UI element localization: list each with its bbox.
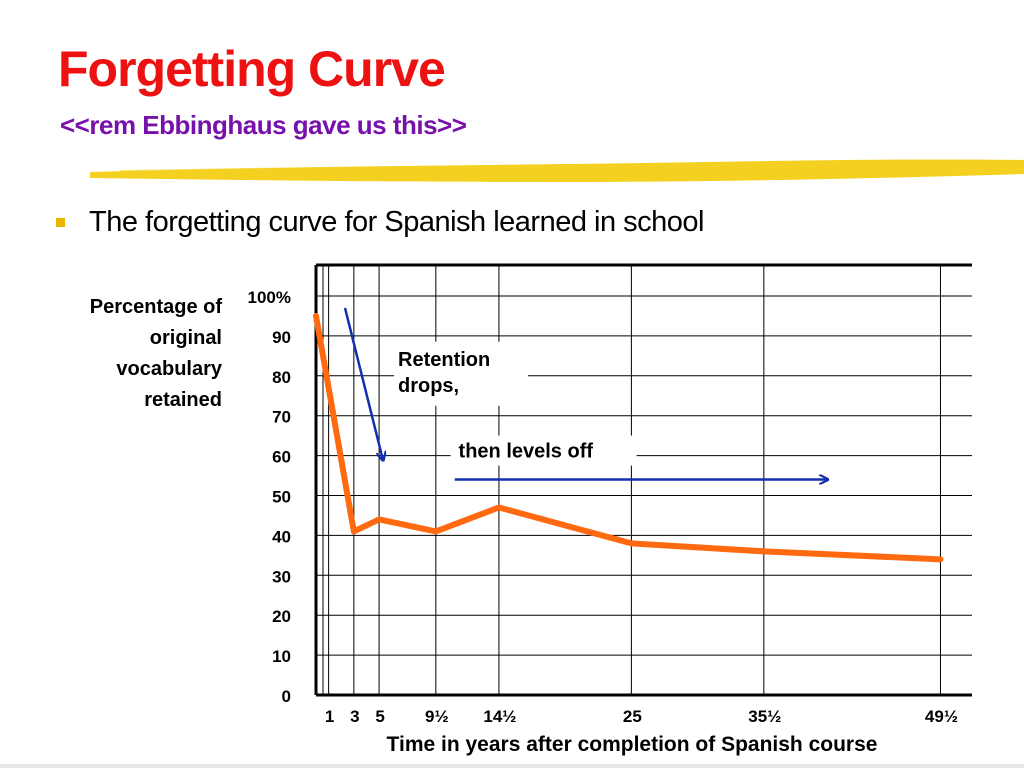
- square-bullet-icon: [56, 218, 65, 227]
- y-tick-label: 60: [272, 448, 291, 467]
- annotation-background: [450, 435, 637, 466]
- footer-rule: [0, 764, 1024, 768]
- retention-curve-line: [313, 312, 944, 563]
- bullet-item: The forgetting curve for Spanish learned…: [56, 206, 704, 239]
- slide-subtitle: <<rem Ebbinghaus gave us this>>: [60, 110, 467, 140]
- retention-data-point: [353, 530, 355, 532]
- x-axis-label: Time in years after completion of Spanis…: [387, 733, 878, 756]
- retention-data-point: [435, 530, 437, 532]
- x-tick-label: 3: [350, 707, 359, 726]
- annotation-background: [394, 341, 528, 406]
- y-tick-label: 20: [272, 607, 291, 626]
- x-tick-label: 14½: [483, 707, 516, 726]
- highlighter-stroke: [90, 159, 1024, 182]
- x-tick-label: 35½: [748, 707, 781, 726]
- annotation-text: then levels off: [459, 441, 594, 463]
- y-tick-label: 10: [272, 647, 291, 666]
- y-axis-label: Percentage of original vocabulary retain…: [89, 296, 222, 411]
- annotation-text: drops,: [398, 375, 459, 397]
- x-tick-label: 9½: [425, 707, 449, 726]
- annotation-text: Retention: [398, 349, 490, 371]
- retention-data-point: [315, 315, 317, 317]
- retention-data-point: [630, 542, 632, 544]
- bullet-text: The forgetting curve for Spanish learned…: [89, 206, 704, 238]
- y-tick-label: 0: [282, 687, 291, 706]
- retention-data-point: [378, 518, 380, 520]
- x-tick-label: 49½: [925, 707, 958, 726]
- y-tick-label: 70: [272, 408, 291, 427]
- retention-data-point: [939, 558, 941, 560]
- y-tick-label: 50: [272, 488, 291, 507]
- x-tick-label: 25: [623, 707, 642, 726]
- retention-data-point: [498, 506, 500, 508]
- y-tick-label: 100%: [248, 288, 291, 307]
- x-tick-label: 5: [375, 707, 384, 726]
- y-tick-label: 40: [272, 527, 291, 546]
- x-tick-label: 1: [325, 707, 334, 726]
- y-tick-label: 80: [272, 368, 291, 387]
- retention-data-point: [763, 550, 765, 552]
- annotation-arrow: [343, 307, 383, 460]
- slide-title: Forgetting Curve: [58, 41, 446, 97]
- y-tick-label: 30: [272, 567, 291, 586]
- y-tick-label: 90: [272, 328, 291, 347]
